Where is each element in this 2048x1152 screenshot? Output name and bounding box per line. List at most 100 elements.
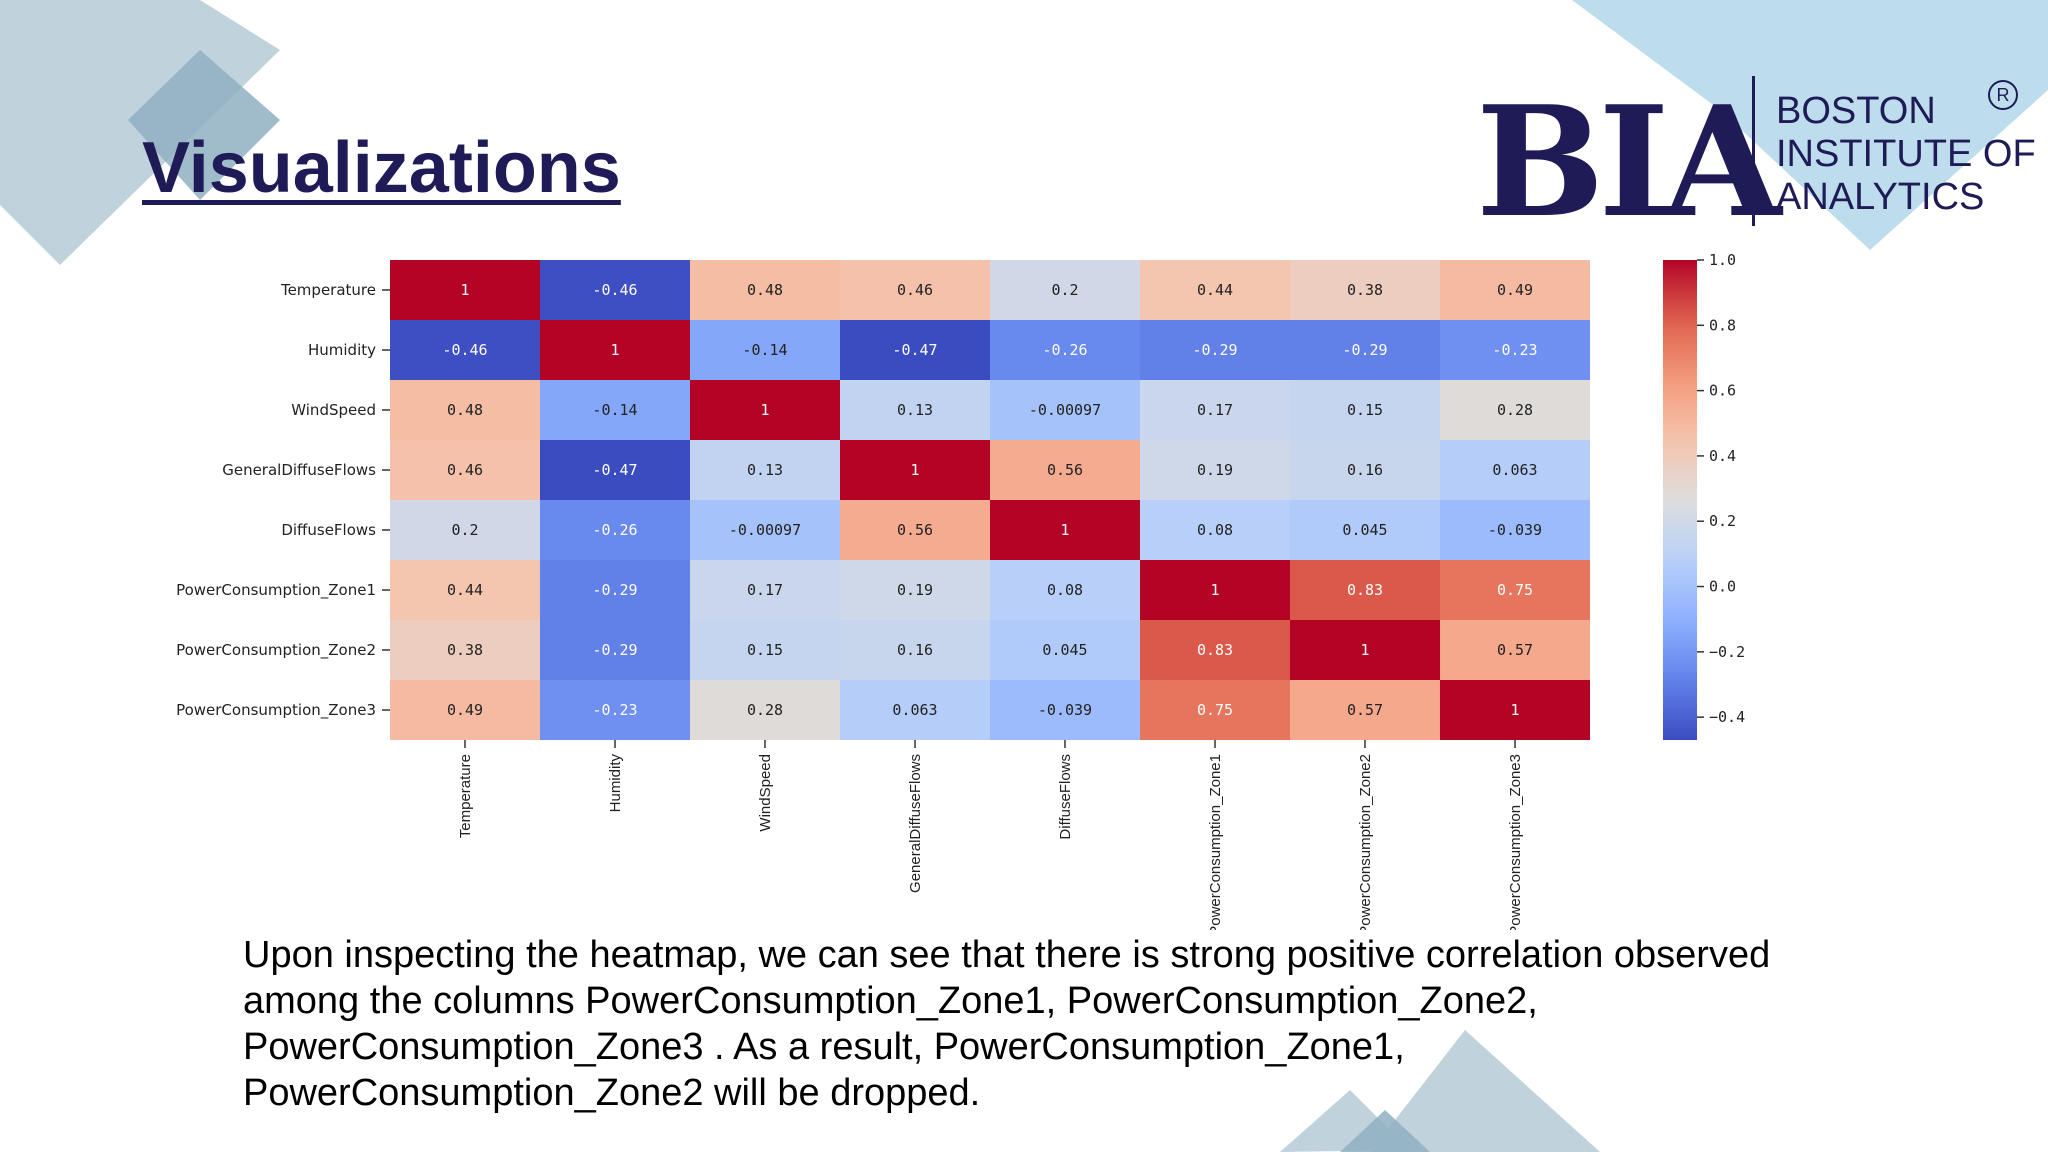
heatmap-cell — [1440, 440, 1590, 500]
cell-value-label: -0.00097 — [1029, 401, 1101, 419]
logo-divider — [1752, 76, 1755, 226]
logo-mark: BIA — [1476, 72, 1782, 251]
heatmap-cell — [1440, 500, 1590, 560]
heatmap-cell — [1440, 320, 1590, 380]
heatmap-cell — [1290, 620, 1440, 680]
heatmap-cell — [390, 380, 540, 440]
heatmap-cell — [1140, 380, 1290, 440]
heatmap-cell — [690, 560, 840, 620]
cell-value-label: 0.15 — [747, 641, 783, 659]
logo-text: BOSTON INSTITUTE OF ANALYTICS — [1776, 90, 2036, 219]
cell-value-label: 0.48 — [447, 401, 483, 419]
cell-value-label: 0.46 — [447, 461, 483, 479]
heatmap-cell — [990, 560, 1140, 620]
cell-value-label: 0.44 — [1197, 281, 1233, 299]
cell-value-label: 0.17 — [1197, 401, 1233, 419]
cell-value-label: 0.19 — [1197, 461, 1233, 479]
cell-value-label: 0.38 — [447, 641, 483, 659]
heatmap-cell — [390, 680, 540, 740]
heatmap-cell — [1440, 380, 1590, 440]
row-label: Humidity — [308, 341, 376, 359]
logo-line-3: ANALYTICS — [1776, 176, 1985, 218]
heatmap-cell — [1140, 260, 1290, 320]
colorbar-tick-label: −0.2 — [1709, 643, 1745, 661]
cell-value-label: 0.83 — [1197, 641, 1233, 659]
cell-value-label: -0.26 — [592, 521, 637, 539]
cell-value-label: -0.29 — [1192, 341, 1237, 359]
cell-value-label: -0.00097 — [729, 521, 801, 539]
heatmap-cell — [990, 620, 1140, 680]
heatmap-cell — [840, 560, 990, 620]
cell-value-label: 0.57 — [1347, 701, 1383, 719]
decor-shape-bottom-right-2 — [1370, 1030, 1600, 1152]
heatmap-cell — [840, 500, 990, 560]
cell-value-label: 0.13 — [747, 461, 783, 479]
row-label: Temperature — [280, 281, 376, 299]
heatmap-cell — [690, 500, 840, 560]
column-label: DiffuseFlows — [1057, 754, 1074, 840]
cell-value-label: 0.75 — [1497, 581, 1533, 599]
heatmap-cell — [990, 500, 1140, 560]
heatmap-cell — [1290, 380, 1440, 440]
heatmap-cell — [390, 620, 540, 680]
column-label: Humidity — [607, 754, 624, 813]
heatmap-cell — [840, 440, 990, 500]
cell-value-label: 1 — [610, 341, 619, 359]
cell-value-label: 0.08 — [1047, 581, 1083, 599]
row-label: PowerConsumption_Zone3 — [176, 701, 376, 720]
cell-value-label: -0.29 — [592, 641, 637, 659]
cell-value-label: -0.14 — [592, 401, 637, 419]
decor-shape-bottom-right-dark — [1340, 1110, 1430, 1152]
cell-value-label: 0.56 — [1047, 461, 1083, 479]
cell-value-label: 0.57 — [1497, 641, 1533, 659]
heatmap-cell — [540, 500, 690, 560]
cell-value-label: 0.15 — [1347, 401, 1383, 419]
cell-value-label: 0.49 — [1497, 281, 1533, 299]
row-label: GeneralDiffuseFlows — [222, 461, 376, 479]
heatmap-cell — [990, 680, 1140, 740]
cell-value-label: -0.14 — [742, 341, 787, 359]
cell-value-label: 0.13 — [897, 401, 933, 419]
colorbar-tick-label: −0.4 — [1709, 708, 1745, 726]
decor-shape-top-right — [1572, 0, 2048, 250]
cell-value-label: 0.19 — [897, 581, 933, 599]
cell-value-label: 0.045 — [1042, 641, 1087, 659]
colorbar-tick-label: 0.8 — [1709, 316, 1736, 334]
cell-value-label: -0.26 — [1042, 341, 1087, 359]
colorbar-tick-label: 0.0 — [1709, 578, 1736, 596]
heatmap-cell — [540, 620, 690, 680]
row-label: DiffuseFlows — [281, 521, 376, 539]
heatmap-cell — [1440, 560, 1590, 620]
correlation-heatmap: 1 -0.46 0.48 0.46 0.2 0.44 0.38 0.49 -0.46 1 -0.14… — [176, 251, 1745, 930]
heatmap-cell — [390, 260, 540, 320]
cell-value-label: 0.28 — [1497, 401, 1533, 419]
heatmap-cell — [690, 440, 840, 500]
row-label: PowerConsumption_Zone1 — [176, 581, 376, 600]
column-label: PowerConsumption_Zone3 — [1507, 754, 1524, 930]
heatmap-cell — [1140, 320, 1290, 380]
column-label: GeneralDiffuseFlows — [907, 754, 924, 893]
heatmap-cell — [690, 620, 840, 680]
heatmap-cell — [540, 380, 690, 440]
logo-line-1: BOSTON — [1776, 90, 1936, 132]
cell-value-label: 1 — [760, 401, 769, 419]
heatmap-cell — [540, 440, 690, 500]
cell-value-label: 0.2 — [451, 521, 478, 539]
heatmap-cell — [390, 500, 540, 560]
registered-mark: R — [1988, 80, 2018, 110]
heatmap-cell — [840, 260, 990, 320]
cell-value-label: -0.039 — [1488, 521, 1542, 539]
heatmap-cell — [1140, 500, 1290, 560]
cell-value-label: 0.045 — [1342, 521, 1387, 539]
colorbar-tick-label: 1.0 — [1709, 251, 1736, 269]
heatmap-cell — [540, 680, 690, 740]
heatmap-cell — [990, 260, 1140, 320]
cell-value-label: 1 — [910, 461, 919, 479]
heatmap-cell — [540, 320, 690, 380]
cell-value-label: 0.08 — [1197, 521, 1233, 539]
cell-value-label: 0.063 — [1492, 461, 1537, 479]
cell-value-label: 0.28 — [747, 701, 783, 719]
heatmap-cell — [840, 620, 990, 680]
cell-value-label: 0.44 — [447, 581, 483, 599]
